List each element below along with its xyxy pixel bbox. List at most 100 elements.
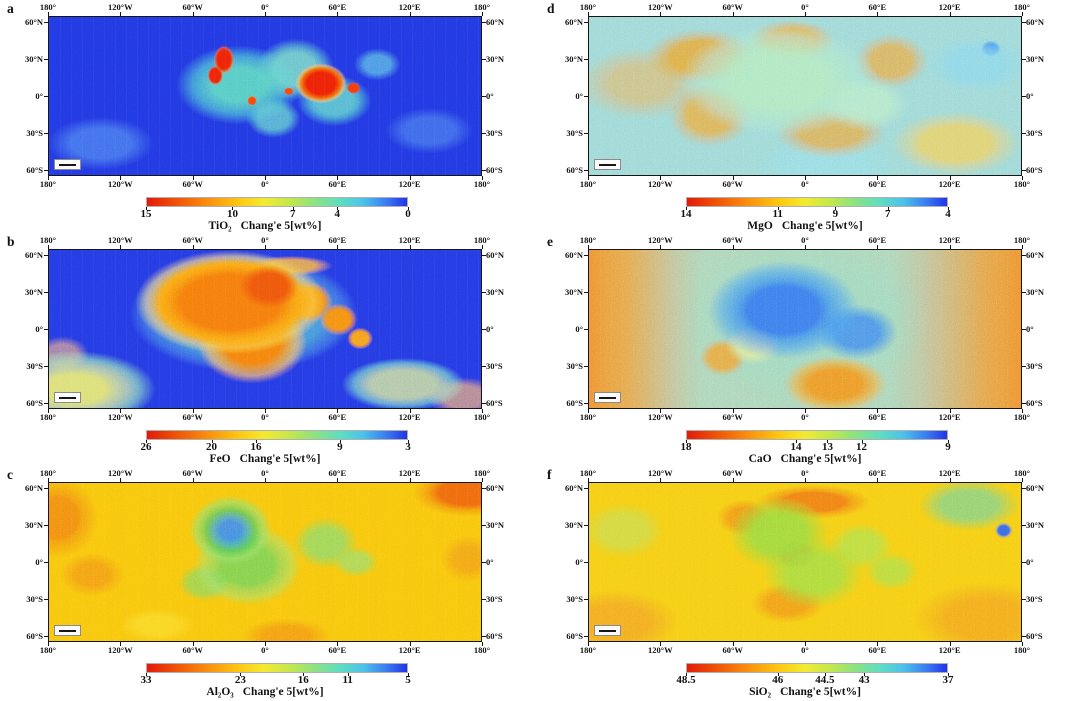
- lon-label: 120°W: [108, 2, 133, 12]
- colorbar-tick-value: 26: [140, 441, 152, 453]
- panel-letter: c: [7, 467, 13, 482]
- panel-letter: a: [7, 1, 14, 16]
- colorbar-tick-value: 37: [942, 674, 954, 686]
- lat-label: 30°N: [564, 287, 583, 298]
- axis-tick: [1022, 12, 1023, 16]
- colorbar-tick: [146, 207, 147, 210]
- axis-tick: [877, 478, 879, 482]
- lat-label: 30°N: [564, 54, 583, 65]
- scale-bar: [54, 625, 81, 636]
- lat-label: 60°N: [564, 17, 583, 28]
- colorbar-tick-value: 14: [790, 441, 802, 453]
- axis-tick: [732, 409, 734, 413]
- lat-label: 30°S: [566, 360, 583, 371]
- colorbar-tick: [240, 673, 242, 676]
- axis-tick: [805, 245, 806, 249]
- lon-label: 0°: [261, 2, 269, 12]
- colorbar-tick: [948, 440, 949, 443]
- colorbar-title-text: Chang'e 5[wt%]: [240, 220, 322, 232]
- lat-label: 30°N: [24, 287, 43, 298]
- lon-label: 60°W: [722, 645, 743, 655]
- lat-label: 30°S: [26, 593, 43, 604]
- axis-tick: [337, 478, 339, 482]
- lon-label: 180°: [579, 412, 597, 422]
- colorbar-tick: [211, 440, 213, 443]
- axis-tick: [732, 642, 734, 646]
- axis-tick: [1022, 488, 1026, 490]
- lat-label: 30°N: [1026, 520, 1045, 531]
- lon-label: 60°E: [328, 468, 347, 478]
- axis-tick: [44, 635, 48, 637]
- lon-label: 180°: [1013, 179, 1031, 189]
- colorbar-tick-value: 18: [680, 441, 692, 453]
- lon-label: 180°: [39, 468, 57, 478]
- axis-tick: [584, 598, 588, 600]
- colorbar-tick: [146, 440, 147, 443]
- lon-label: 60°W: [722, 179, 743, 189]
- colorbar-tick-value: 13: [821, 441, 833, 453]
- lat-label: 60°N: [1026, 483, 1045, 494]
- axis-tick: [660, 245, 662, 249]
- axis-tick: [337, 12, 339, 16]
- axis-tick: [1022, 169, 1026, 171]
- axis-tick: [482, 598, 486, 600]
- axis-tick: [584, 169, 588, 171]
- lon-label: 180°: [473, 2, 491, 12]
- lon-label: 180°: [39, 645, 57, 655]
- lon-label: 60°W: [722, 412, 743, 422]
- axis-tick: [1022, 635, 1026, 637]
- axis-tick: [584, 292, 588, 294]
- lon-label: 120°W: [648, 412, 673, 422]
- colorbar-tick-value: 12: [856, 441, 868, 453]
- axis-tick: [44, 59, 48, 61]
- colorbar-tick: [686, 207, 687, 210]
- axis-tick: [482, 562, 486, 563]
- axis-tick: [660, 478, 662, 482]
- axis-tick: [584, 635, 588, 637]
- colorbar-tick: [861, 440, 863, 443]
- scale-bar-line: [59, 163, 76, 166]
- colorbar-title: MgO Chang'e 5[wt%]: [588, 220, 1022, 232]
- colorbar-tick-value: 7: [289, 208, 296, 220]
- scale-bar: [594, 159, 621, 170]
- colorbar-title-formula: FeO: [209, 453, 231, 465]
- axis-tick: [1022, 365, 1026, 367]
- panel-letter: e: [547, 234, 553, 249]
- lon-label: 60°E: [868, 468, 887, 478]
- axis-tick: [877, 176, 879, 180]
- axis-tick: [877, 642, 879, 646]
- axis-tick: [192, 176, 194, 180]
- colorbar-tick-value: 4: [334, 208, 341, 220]
- colorbar-tick: [835, 207, 837, 210]
- axis-tick: [337, 245, 339, 249]
- colorbar-title-formula: MgO: [747, 220, 773, 232]
- lon-label: 0°: [261, 468, 269, 478]
- map-noise-overlay: [49, 17, 481, 175]
- colorbar-tick-value: 20: [206, 441, 217, 453]
- lon-label: 180°: [579, 2, 597, 12]
- axis-tick: [482, 642, 483, 646]
- lat-label: 0°: [575, 324, 583, 334]
- axis-tick: [265, 478, 266, 482]
- lon-label: 180°: [579, 645, 597, 655]
- lat-label: 60°S: [486, 164, 503, 175]
- axis-tick: [48, 176, 49, 180]
- axis-tick: [732, 245, 734, 249]
- axis-tick: [482, 169, 486, 171]
- lon-label: 60°E: [868, 179, 887, 189]
- lat-label: 60°N: [1026, 17, 1045, 28]
- axis-tick: [265, 12, 266, 16]
- colorbar-tick-value: 23: [234, 674, 246, 686]
- lon-label: 120°W: [108, 412, 133, 422]
- axis-tick: [192, 409, 194, 413]
- panel-letter: d: [547, 1, 555, 16]
- axis-tick: [949, 642, 951, 646]
- lat-label: 60°S: [26, 164, 43, 175]
- axis-tick: [1022, 255, 1026, 257]
- colorbar-title-formula: TiO₂: [208, 220, 232, 232]
- lon-label: 60°E: [328, 645, 347, 655]
- colorbar-tick: [948, 207, 949, 210]
- lon-label: 0°: [801, 645, 809, 655]
